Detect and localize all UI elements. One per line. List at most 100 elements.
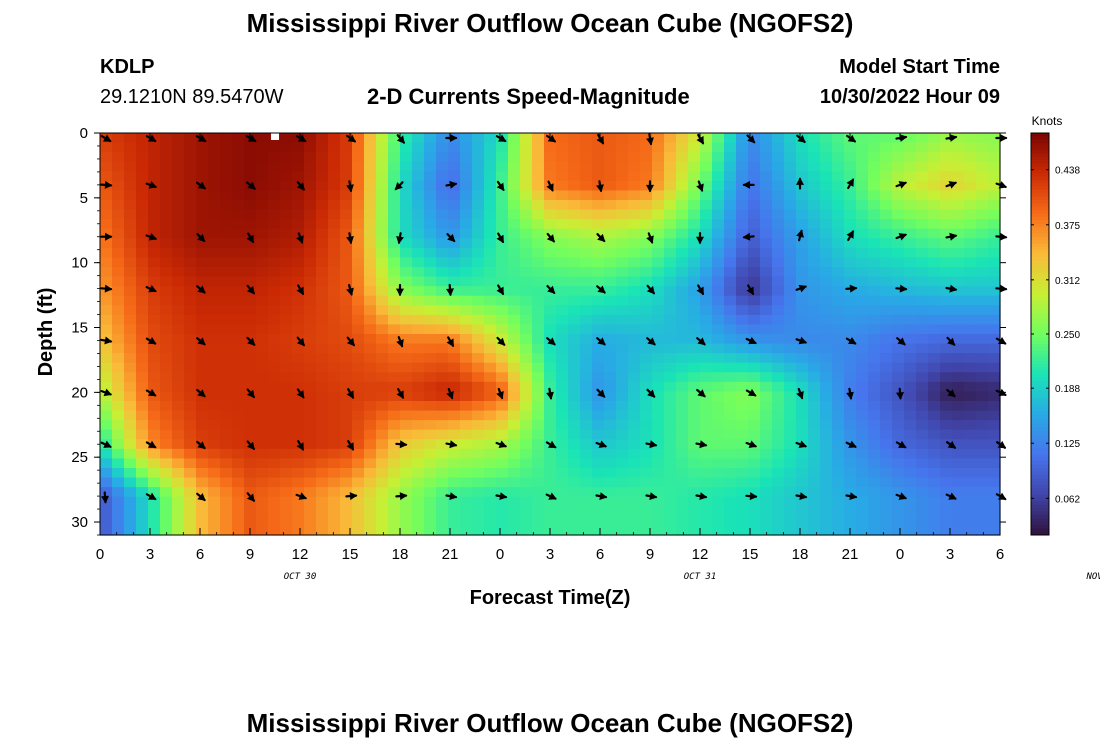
heatmap-cell	[520, 295, 533, 306]
heatmap-cell	[124, 458, 137, 469]
heatmap-cell	[664, 142, 677, 153]
heatmap-cell	[340, 219, 353, 230]
heatmap-cell	[220, 525, 233, 536]
heatmap-cell	[832, 200, 845, 211]
heatmap-cell	[364, 295, 377, 306]
heatmap-cell	[448, 458, 461, 469]
heatmap-cell	[280, 429, 293, 440]
heatmap-cell	[844, 238, 857, 249]
heatmap-cell	[676, 410, 689, 421]
colorbar-step	[1031, 273, 1049, 278]
heatmap-cell	[652, 267, 665, 278]
heatmap-cell	[976, 286, 989, 297]
colorbar-step	[1031, 220, 1049, 224]
heatmap-cell	[364, 496, 377, 507]
heatmap-cell	[424, 362, 437, 373]
heatmap-cell	[232, 410, 245, 421]
heatmap-cell	[328, 152, 341, 163]
heatmap-cell	[112, 372, 125, 383]
heatmap-cell	[136, 334, 149, 345]
heatmap-cell	[808, 133, 821, 144]
heatmap-cell	[880, 353, 893, 364]
heatmap-cell	[352, 133, 365, 144]
heatmap-cell	[784, 334, 797, 345]
heatmap-cell	[664, 257, 677, 268]
heatmap-cell	[124, 305, 137, 316]
heatmap-cell	[424, 343, 437, 354]
heatmap-cell	[376, 468, 389, 479]
heatmap-cell	[820, 334, 833, 345]
heatmap-cell	[520, 525, 533, 536]
heatmap-cell	[724, 314, 737, 326]
heatmap-cell	[100, 458, 113, 469]
heatmap-cell	[328, 477, 341, 488]
second-figure-title: Mississippi River Outflow Ocean Cube (NG…	[246, 708, 854, 738]
heatmap-cell	[736, 267, 749, 278]
heatmap-cell	[856, 439, 869, 450]
heatmap-cell	[928, 477, 941, 488]
heatmap-cell	[892, 448, 905, 460]
heatmap-cell	[220, 295, 233, 306]
heatmap-cell	[328, 458, 341, 469]
heatmap-cell	[712, 458, 725, 469]
heatmap-cell	[340, 276, 353, 287]
heatmap-cell	[160, 152, 173, 163]
heatmap-cell	[820, 228, 833, 239]
heatmap-cell	[400, 161, 413, 172]
heatmap-cell	[808, 267, 821, 278]
heatmap-cell	[712, 152, 725, 163]
heatmap-cell	[604, 257, 617, 268]
heatmap-cell	[736, 410, 749, 421]
heatmap-cell	[904, 190, 917, 201]
heatmap-cell	[928, 429, 941, 440]
current-arrow	[795, 284, 807, 293]
heatmap-cell	[508, 133, 521, 144]
heatmap-cell	[964, 362, 977, 373]
heatmap-cell	[844, 429, 857, 440]
heatmap-cell	[388, 305, 401, 316]
heatmap-cell	[340, 458, 353, 469]
heatmap-cell	[496, 515, 509, 527]
heatmap-cell	[496, 381, 509, 393]
heatmap-cell	[604, 324, 617, 335]
heatmap-cell	[784, 133, 797, 144]
heatmap-cell	[496, 295, 509, 306]
heatmap-cell	[292, 515, 305, 527]
heatmap-cell	[244, 190, 257, 201]
heatmap-cell	[160, 286, 173, 297]
heatmap-cell	[388, 343, 401, 354]
heatmap-cell	[316, 161, 329, 172]
heatmap-cell	[160, 171, 173, 182]
heatmap-cell	[136, 190, 149, 201]
heatmap-cell	[508, 219, 521, 230]
heatmap-cell	[544, 372, 557, 383]
heatmap-cell	[256, 515, 269, 527]
heatmap-cell	[184, 247, 197, 259]
colorbar-step	[1031, 200, 1049, 204]
heatmap-cell	[448, 381, 461, 393]
heatmap-cell	[256, 228, 269, 239]
heatmap-cell	[616, 362, 629, 373]
heatmap-cell	[508, 334, 521, 345]
heatmap-cell	[592, 209, 605, 220]
heatmap-cell	[616, 448, 629, 460]
heatmap-cell	[664, 420, 677, 431]
heatmap-cell	[580, 506, 593, 517]
heatmap-cell	[652, 238, 665, 249]
heatmap-cell	[700, 334, 713, 345]
heatmap-cell	[184, 439, 197, 450]
heatmap-cell	[688, 200, 701, 211]
heatmap-cell	[880, 429, 893, 440]
heatmap-cell	[400, 314, 413, 326]
heatmap-cell	[748, 142, 761, 153]
heatmap-cell	[280, 219, 293, 230]
heatmap-cell	[988, 334, 1001, 345]
heatmap-cell	[196, 142, 209, 153]
heatmap-cell	[124, 525, 137, 536]
current-arrow	[596, 285, 606, 294]
heatmap-cell	[592, 152, 605, 163]
heatmap-cell	[736, 391, 749, 402]
current-arrow	[246, 284, 255, 295]
heatmap-cell	[160, 219, 173, 230]
